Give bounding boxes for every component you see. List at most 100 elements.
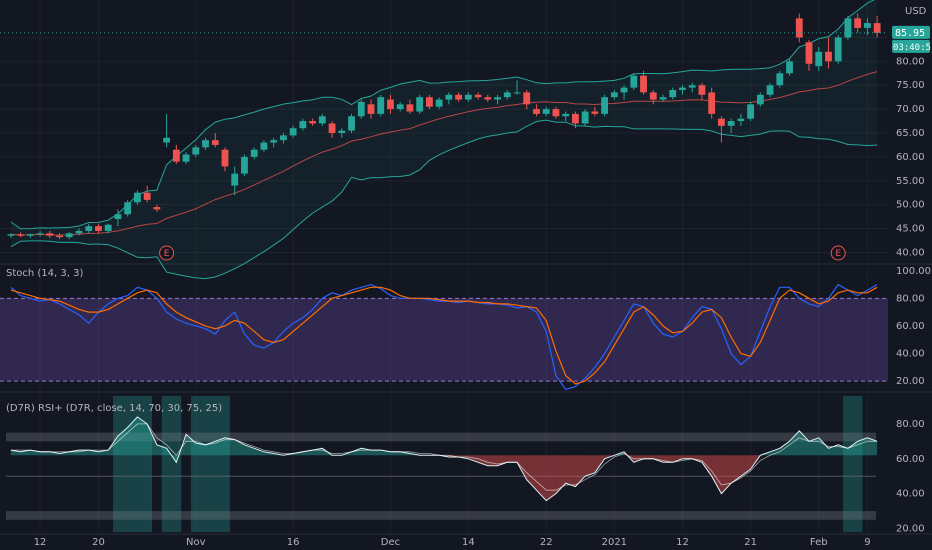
- rsi-fill: [98, 450, 109, 456]
- candle: [318, 113, 326, 126]
- candle: [202, 137, 209, 150]
- time-tick-label: 2021: [602, 537, 627, 548]
- price-tags: 85.95 03:40:51: [892, 25, 932, 53]
- candle: [124, 199, 132, 217]
- rsi-highlight-bar: [843, 396, 853, 532]
- stoch-tick-label: 80.00: [896, 293, 925, 304]
- candle: [795, 13, 803, 43]
- candle-body: [26, 234, 34, 236]
- candle: [104, 223, 112, 234]
- candle: [640, 70, 647, 95]
- candle: [542, 106, 550, 117]
- candle: [815, 47, 823, 71]
- candle: [717, 116, 725, 143]
- candle-body: [36, 233, 44, 235]
- candle-body: [679, 87, 686, 90]
- rsi-highlight-bar: [142, 396, 152, 532]
- candle: [825, 37, 832, 69]
- candle: [805, 39, 813, 71]
- candle-body: [85, 226, 93, 231]
- candle-body: [698, 85, 706, 95]
- candle: [221, 147, 229, 172]
- candle-body: [221, 149, 229, 167]
- rsi-fill: [147, 423, 157, 456]
- candle-body: [620, 87, 628, 93]
- time-tick-label: 20: [92, 537, 105, 548]
- price-tick-label: 45.00: [896, 224, 925, 235]
- candle: [474, 92, 482, 100]
- candle: [523, 90, 531, 110]
- candle: [367, 99, 375, 119]
- rsi-tick-label: 80.00: [896, 419, 925, 430]
- candle-body: [348, 116, 355, 131]
- grid: [0, 0, 932, 535]
- rsi-fill: [20, 450, 31, 456]
- candle-body: [591, 111, 599, 114]
- stoch-tick-label: 60.00: [896, 321, 925, 332]
- candle-body: [425, 97, 433, 107]
- candle-body: [377, 97, 385, 114]
- candle: [250, 147, 258, 160]
- candle-body: [231, 173, 239, 186]
- earnings-label: E: [835, 249, 841, 259]
- earnings-marker: E: [830, 245, 846, 261]
- candle: [435, 97, 443, 110]
- candle-body: [172, 149, 180, 162]
- candle-body: [503, 92, 511, 98]
- candle: [581, 109, 589, 126]
- candle: [727, 118, 735, 133]
- earnings-circle: [830, 245, 846, 261]
- candle-body: [659, 97, 667, 100]
- rsi-fill: [351, 448, 362, 456]
- candle-body: [241, 156, 248, 174]
- candle-body: [630, 75, 638, 88]
- band-fill: [10, 0, 878, 279]
- candle-body: [737, 118, 745, 122]
- rsi-fill: [195, 443, 206, 456]
- candle: [688, 82, 696, 93]
- candle-body: [581, 111, 589, 124]
- time-axis[interactable]: 12 20 Nov 16 Dec 14 22 2021 12 21 Feb 9: [34, 537, 871, 548]
- rsi-fill: [468, 455, 479, 463]
- rsi-fill: [186, 434, 196, 456]
- candle: [649, 90, 657, 105]
- candle: [533, 104, 540, 117]
- rsi-fill: [88, 450, 99, 456]
- rsi-title[interactable]: (D7R) RSI+ (D7R, close, 14, 70, 30, 75, …: [6, 403, 222, 414]
- rsi-fill: [137, 416, 148, 456]
- rsi-fill: [69, 450, 79, 456]
- stoch-line: [10, 283, 878, 391]
- time-tick-label: 16: [287, 537, 300, 548]
- rsi-fill: [799, 430, 809, 456]
- candle-body: [75, 230, 83, 234]
- stochastic-pane[interactable]: 20.00 40.00 60.00 80.00 100.00: [0, 266, 931, 391]
- candle-body: [717, 118, 725, 126]
- candle-body: [416, 97, 424, 112]
- candle: [172, 144, 180, 165]
- rsi-signal-line: [10, 423, 878, 491]
- currency-label[interactable]: USD: [905, 6, 927, 17]
- candle: [562, 111, 570, 122]
- candle-body: [756, 94, 764, 105]
- candle-body: [747, 104, 755, 119]
- candle: [270, 137, 278, 148]
- price-axis[interactable]: 40.00 45.00 50.00 55.00 60.00 65.00 70.00 75.00…: [896, 56, 925, 258]
- candle-body: [445, 94, 453, 100]
- rsi-highlight-bar: [171, 396, 182, 532]
- candle-body: [562, 113, 570, 117]
- rsi-pane[interactable]: 20.00 40.00 60.00 80.00: [6, 396, 925, 535]
- time-tick-label: 14: [462, 537, 475, 548]
- candle-body: [610, 92, 618, 98]
- candle-body: [640, 75, 647, 93]
- candle-body: [455, 94, 463, 100]
- candle-body: [406, 104, 414, 112]
- candle-body: [435, 99, 443, 107]
- candle: [630, 73, 638, 90]
- stoch-title[interactable]: Stoch (14, 3, 3): [6, 268, 83, 279]
- candle-body: [163, 137, 171, 143]
- candle: [503, 90, 511, 100]
- candle-body: [65, 233, 73, 238]
- rsi-highlight-bar: [210, 396, 221, 532]
